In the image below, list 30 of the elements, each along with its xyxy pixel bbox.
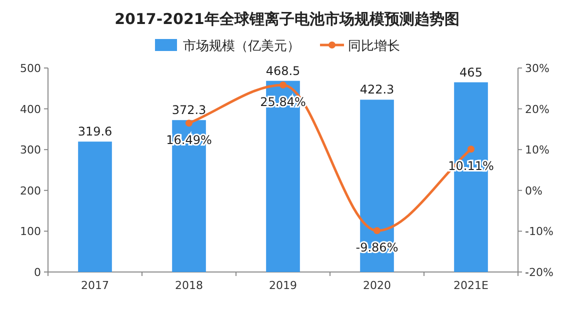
y2-tick-label: -20%	[525, 266, 554, 279]
y2-tick-label: 0%	[525, 184, 542, 198]
point	[280, 81, 286, 88]
y-tick-label: 300	[20, 144, 41, 157]
data-label: 465	[460, 65, 482, 80]
x-tick-label: 2020	[363, 279, 391, 292]
y-tick-label: 500	[20, 62, 41, 75]
y2-tick-label: 30%	[525, 62, 550, 75]
legend-label: 同比增长	[348, 39, 400, 54]
y-tick-label: 400	[20, 102, 41, 116]
legend-label: 市场规模（亿美元）	[183, 38, 300, 54]
chart-title: 2017-2021年全球锂离子电池市场规模预测趋势图	[114, 10, 460, 28]
x-tick-label: 2019	[269, 279, 297, 292]
x-tick-label: 2017	[81, 279, 109, 292]
point	[374, 227, 380, 234]
x-tick-label: 2018	[175, 279, 203, 292]
y2-tick-label: -10%	[525, 225, 554, 238]
data-label: 319.6	[78, 124, 112, 139]
data-label: 422.3	[360, 82, 394, 97]
y-tick-label: 200	[20, 184, 41, 198]
point	[186, 120, 192, 127]
y-tick-label: 0	[34, 266, 41, 279]
y-tick-label: 100	[20, 225, 41, 238]
y2-tick-label: 10%	[525, 144, 550, 157]
data-label: 372.3	[172, 103, 206, 118]
bar	[78, 142, 112, 272]
x-tick-label: 2021E	[454, 279, 489, 292]
point	[468, 146, 474, 153]
y2-tick-label: 20%	[525, 102, 550, 116]
data-label: 468.5	[266, 64, 300, 78]
